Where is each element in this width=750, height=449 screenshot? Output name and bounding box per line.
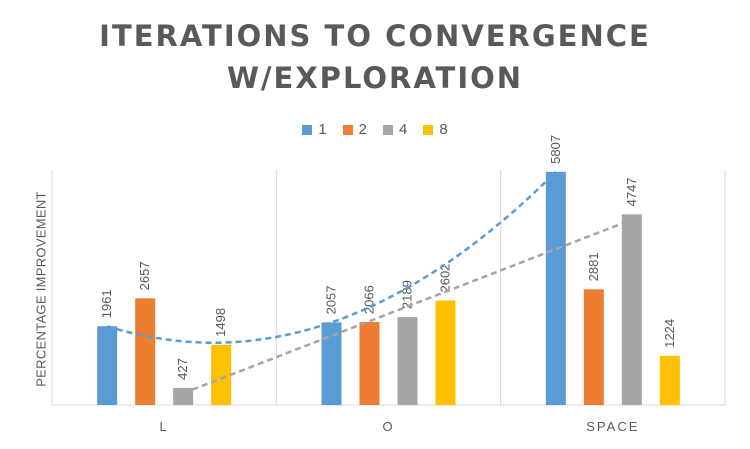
bar-series-8 bbox=[659, 355, 680, 405]
legend-label-2: 2 bbox=[358, 121, 367, 138]
data-label: 1498 bbox=[213, 308, 228, 337]
legend-item-2: 2 bbox=[342, 121, 367, 138]
legend-label-1: 1 bbox=[318, 121, 327, 138]
chart-title-line-1: ITERATIONS TO CONVERGENCE bbox=[99, 19, 651, 53]
legend-item-1: 1 bbox=[302, 121, 327, 138]
legend-item-4: 4 bbox=[383, 121, 407, 138]
legend-swatch-2 bbox=[342, 124, 353, 135]
legend-swatch-4 bbox=[383, 124, 393, 135]
legend: 1 2 4 8 bbox=[0, 121, 750, 138]
data-label: 1224 bbox=[662, 319, 677, 348]
x-tick-label: SPACE bbox=[586, 419, 639, 434]
x-tick-label: L bbox=[160, 419, 169, 434]
data-label: 5807 bbox=[548, 135, 563, 164]
data-label: 2602 bbox=[438, 264, 453, 293]
data-label: 2057 bbox=[324, 285, 339, 314]
data-label: 1961 bbox=[99, 289, 114, 318]
bar-series-4 bbox=[621, 214, 642, 405]
bar-series-1 bbox=[545, 171, 566, 405]
trendline-series-4 bbox=[182, 218, 633, 395]
bar-series-4 bbox=[173, 387, 194, 405]
legend-swatch-8 bbox=[423, 124, 434, 135]
data-label: 4747 bbox=[624, 177, 639, 206]
data-label: 2657 bbox=[137, 261, 152, 290]
x-tick-label: O bbox=[382, 419, 394, 434]
bar-series-4 bbox=[397, 317, 418, 405]
chart-title-line-2: W/EXPLORATION bbox=[226, 61, 524, 95]
data-label: 2189 bbox=[400, 280, 415, 309]
legend-label-8: 8 bbox=[439, 121, 448, 138]
bar-series-2 bbox=[135, 298, 156, 405]
legend-item-8: 8 bbox=[423, 121, 448, 138]
bar-series-8 bbox=[211, 344, 232, 405]
bar-series-2 bbox=[583, 289, 604, 405]
bar-series-1 bbox=[97, 326, 118, 405]
legend-label-4: 4 bbox=[399, 121, 408, 138]
bar-series-1 bbox=[321, 322, 342, 405]
data-label: 427 bbox=[175, 358, 190, 380]
bar-series-2 bbox=[359, 322, 380, 405]
trendline-series-1 bbox=[106, 170, 557, 344]
bar-series-8 bbox=[435, 300, 456, 405]
legend-swatch-1 bbox=[302, 124, 313, 135]
data-label: 2881 bbox=[586, 252, 601, 281]
